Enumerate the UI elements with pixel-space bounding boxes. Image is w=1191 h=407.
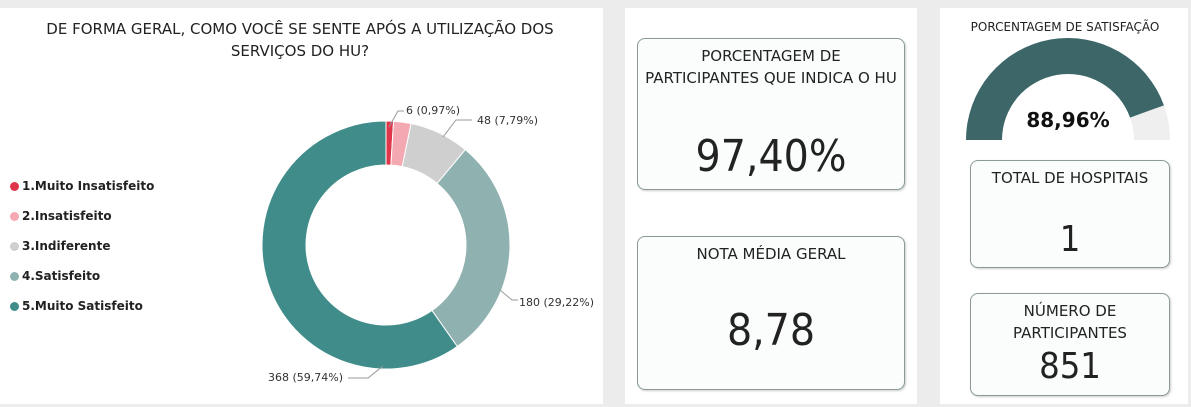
legend-swatch bbox=[10, 241, 19, 251]
data-label: 48 (7,79%) bbox=[477, 114, 539, 127]
kpi-card: PORCENTAGEM DE PARTICIPANTES QUE INDICA … bbox=[637, 38, 905, 190]
card-value: 8,78 bbox=[726, 305, 816, 356]
gauge-value: 88,96% bbox=[1026, 108, 1110, 132]
leader-line bbox=[388, 110, 404, 128]
data-label: 368 (59,74%) bbox=[267, 371, 343, 384]
gauge-fill bbox=[966, 37, 1164, 140]
legend-swatch bbox=[10, 211, 19, 221]
card-value: 1 bbox=[1059, 219, 1081, 260]
leader-line bbox=[442, 119, 472, 138]
legend-label: 5.Muito Satisfeito bbox=[22, 299, 143, 313]
kpi-card: TOTAL DE HOSPITAIS 1 bbox=[970, 160, 1170, 268]
gauge-title: PORCENTAGEM DE SATISFAÇÃO bbox=[970, 20, 1160, 34]
card-value: 851 bbox=[1039, 346, 1101, 387]
data-label: 180 (29,22%) bbox=[519, 296, 595, 309]
legend-swatch bbox=[10, 301, 19, 311]
donut-slice bbox=[261, 120, 458, 370]
kpi-card: NOTA MÉDIA GERAL 8,78 bbox=[637, 236, 905, 390]
legend-swatch bbox=[10, 271, 19, 281]
card-value: 97,40% bbox=[695, 131, 847, 182]
legend-item: 3.Indiferente bbox=[10, 239, 110, 253]
legend-label: 3.Indiferente bbox=[22, 239, 111, 253]
legend-item: 1.Muito Insatisfeito bbox=[10, 179, 154, 193]
donut-title: DE FORMA GERAL, COMO VOCÊ SE SENTE APÓS … bbox=[46, 20, 554, 60]
legend-item: 5.Muito Satisfeito bbox=[10, 299, 143, 313]
card-title: NOTA MÉDIA GERAL bbox=[696, 245, 846, 263]
card-title: TOTAL DE HOSPITAIS bbox=[991, 169, 1149, 187]
legend-label: 1.Muito Insatisfeito bbox=[22, 179, 155, 193]
leader-line bbox=[348, 365, 384, 379]
card-title: PORCENTAGEM DE PARTICIPANTES QUE INDICA … bbox=[645, 47, 897, 87]
data-label: 6 (0,97%) bbox=[406, 104, 461, 117]
card-title: NÚMERO DE PARTICIPANTES bbox=[1013, 302, 1127, 342]
legend-label: 4.Satisfeito bbox=[22, 269, 101, 283]
legend-item: 2.Insatisfeito bbox=[10, 209, 112, 223]
kpi-card: NÚMERO DE PARTICIPANTES 851 bbox=[970, 293, 1170, 396]
legend-item: 4.Satisfeito bbox=[10, 269, 100, 283]
leader-line bbox=[499, 289, 518, 301]
gauge-track bbox=[1130, 105, 1170, 140]
legend-swatch bbox=[10, 181, 19, 191]
legend-label: 2.Insatisfeito bbox=[22, 209, 112, 223]
donut-slice bbox=[431, 148, 511, 348]
